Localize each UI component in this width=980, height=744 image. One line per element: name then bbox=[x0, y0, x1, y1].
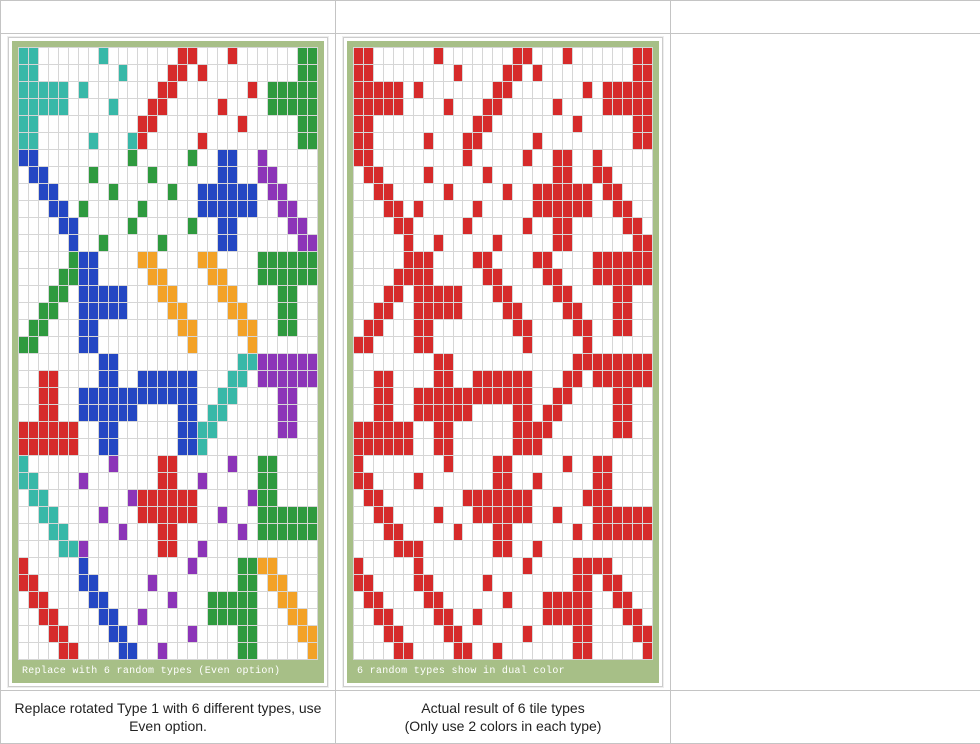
panel-2-label: 6 random types show in dual color bbox=[353, 660, 653, 683]
spacer-cell bbox=[671, 1, 980, 34]
panel-cell-3-empty bbox=[671, 34, 980, 691]
panel-1-inner: Replace with 6 random types (Even option… bbox=[12, 41, 324, 683]
caption-1: Replace rotated Type 1 with 6 different … bbox=[1, 691, 336, 744]
spacer-row bbox=[1, 1, 980, 34]
panel-2-inner: 6 random types show in dual color bbox=[347, 41, 659, 683]
caption-2: Actual result of 6 tile types(Only use 2… bbox=[336, 691, 671, 744]
panel-cell-2: 6 random types show in dual color bbox=[336, 34, 671, 691]
panel-1: Replace with 6 random types (Even option… bbox=[8, 37, 328, 687]
comparison-table: Replace with 6 random types (Even option… bbox=[0, 0, 980, 744]
pattern-grid-dual bbox=[353, 47, 653, 660]
spacer-cell bbox=[336, 1, 671, 34]
panel-1-label: Replace with 6 random types (Even option… bbox=[18, 660, 318, 683]
panels-row: Replace with 6 random types (Even option… bbox=[1, 34, 980, 691]
caption-3-empty bbox=[671, 691, 980, 744]
pattern-grid-multicolor bbox=[18, 47, 318, 660]
panel-cell-1: Replace with 6 random types (Even option… bbox=[1, 34, 336, 691]
spacer-cell bbox=[1, 1, 336, 34]
panel-2: 6 random types show in dual color bbox=[343, 37, 663, 687]
captions-row: Replace rotated Type 1 with 6 different … bbox=[1, 691, 980, 744]
